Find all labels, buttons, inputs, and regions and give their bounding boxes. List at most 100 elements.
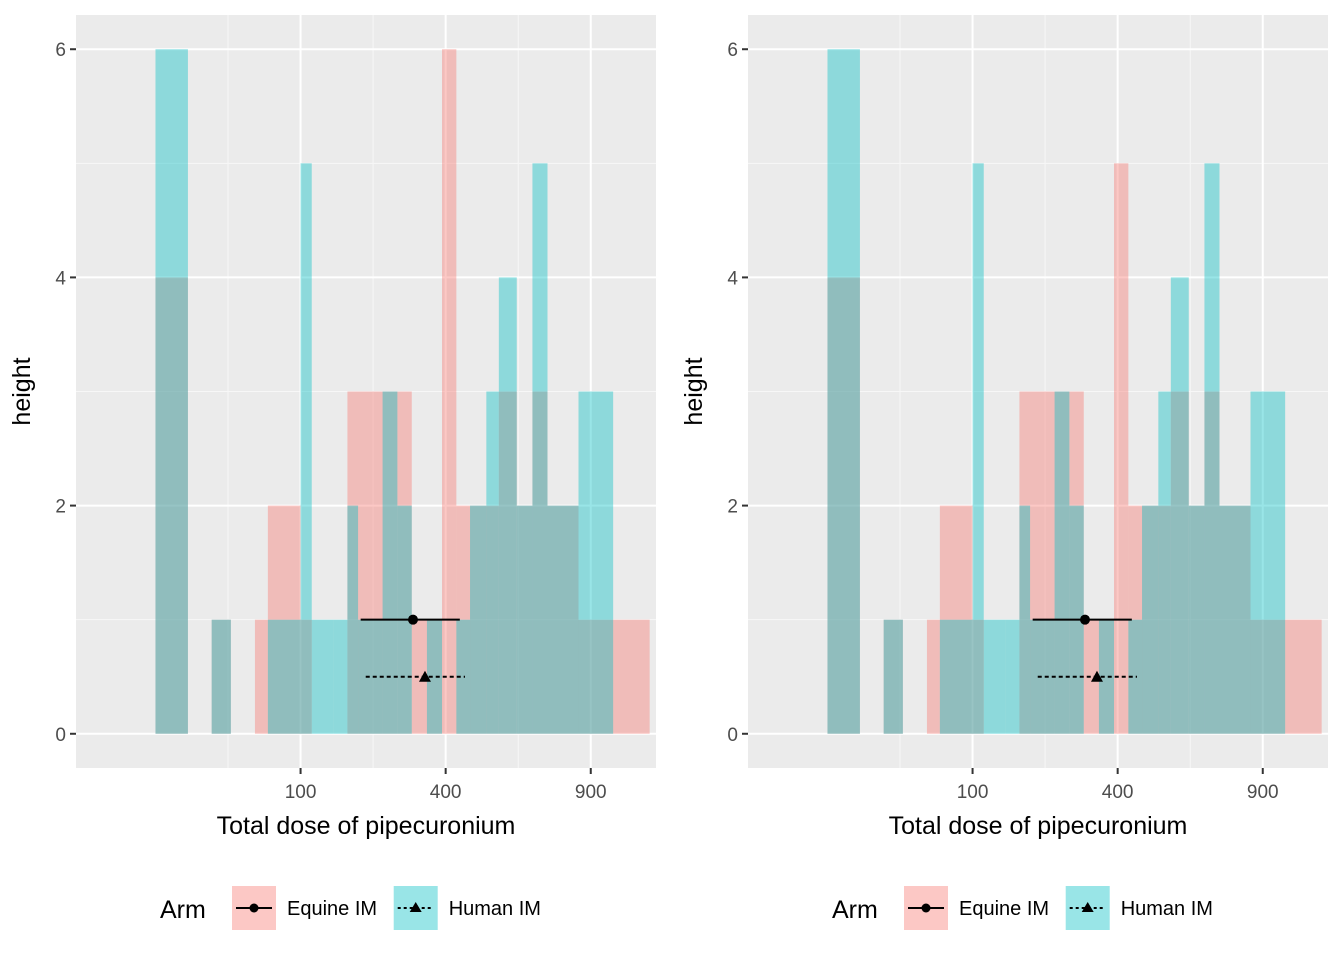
- histogram-bar: [382, 391, 398, 734]
- legend-key-triangle: [1081, 902, 1094, 912]
- histogram-bar: [300, 163, 312, 734]
- histogram-bar: [1285, 619, 1322, 734]
- series-equine-im: [155, 49, 650, 734]
- interval-point-triangle: [1090, 670, 1103, 682]
- histogram-bar: [498, 277, 517, 734]
- histogram-bar: [578, 619, 614, 734]
- series-human-im: [827, 49, 1286, 734]
- legend-item: Equine IM: [232, 886, 377, 930]
- histogram-bar: [1188, 505, 1205, 734]
- legend-item: Human IM: [393, 886, 541, 930]
- histogram-bar: [547, 505, 579, 734]
- histogram-bar: [1030, 619, 1055, 734]
- histogram-bar: [254, 619, 268, 734]
- histogram-bar: [972, 619, 984, 734]
- histogram-bar: [926, 619, 940, 734]
- histogram-bar: [498, 391, 517, 734]
- legend: Arm Equine IM Human IM: [832, 886, 1213, 930]
- histogram-bar: [1114, 163, 1129, 734]
- interval-human-im: [1037, 670, 1137, 682]
- legend-key-circle: [921, 903, 931, 913]
- x-tick-label: 900: [1247, 782, 1279, 803]
- y-tick-label: 6: [727, 40, 738, 61]
- y-tick-label: 6: [55, 40, 66, 61]
- y-tick-label: 0: [55, 725, 66, 746]
- histogram-bar: [1204, 391, 1220, 734]
- histogram-bar: [578, 391, 614, 734]
- histogram-bar: [397, 391, 412, 734]
- interval-equine-im: [360, 614, 460, 625]
- legend-item: Human IM: [1065, 886, 1213, 930]
- histogram-bar: [442, 49, 457, 734]
- histogram-bar: [486, 391, 499, 734]
- histogram-bar: [333, 619, 348, 734]
- interval-point-triangle: [418, 670, 431, 682]
- legend-title: Arm: [160, 896, 206, 924]
- histogram-bar: [1250, 391, 1286, 734]
- histogram-bar: [358, 619, 383, 734]
- histogram-bar: [1098, 619, 1115, 734]
- histogram-bar: [1098, 619, 1115, 734]
- histogram-bar: [516, 505, 533, 734]
- x-tick-label: 400: [430, 782, 462, 803]
- legend-label: Human IM: [1121, 898, 1213, 920]
- histogram-bar: [1005, 619, 1020, 734]
- chart-panel-right: 0 2 4 6 100 400 900 Total dose of pipecuronium h…: [680, 15, 1328, 930]
- histogram-bar: [983, 619, 1006, 734]
- histogram-bar: [547, 505, 579, 734]
- histogram-bar: [411, 619, 427, 734]
- chart-panel-left: 0 2 4 6 100 400 900 Total dose of pipecuronium h…: [8, 15, 656, 930]
- y-tick-label: 4: [55, 268, 66, 289]
- histogram-bar: [1054, 391, 1070, 734]
- y-axis-title: height: [680, 357, 708, 425]
- legend-item: Equine IM: [904, 886, 1049, 930]
- legend-label: Equine IM: [959, 898, 1049, 920]
- histogram-bar: [267, 619, 301, 734]
- histogram-bar: [347, 505, 359, 734]
- histogram-bar: [426, 619, 443, 734]
- histogram-bar: [1250, 619, 1286, 734]
- histogram-bar: [1142, 505, 1159, 734]
- legend-key-circle: [249, 903, 259, 913]
- legend-label: Human IM: [449, 898, 541, 920]
- y-axis-title: height: [8, 357, 36, 425]
- legend-key-triangle: [409, 902, 422, 912]
- interval-point-circle: [407, 614, 418, 625]
- histogram-bar: [516, 505, 533, 734]
- histogram-bar: [532, 163, 548, 734]
- histogram-bar: [939, 619, 973, 734]
- histogram-bar: [1219, 505, 1251, 734]
- interval-equine-im: [1032, 614, 1132, 625]
- histogram-bar: [1019, 505, 1031, 734]
- histogram-bar: [470, 505, 487, 734]
- legend-title: Arm: [832, 896, 878, 924]
- y-tick-label: 0: [727, 725, 738, 746]
- histogram-bar: [1128, 505, 1171, 734]
- histogram-bar: [1204, 163, 1220, 734]
- histogram-bar: [1158, 391, 1171, 734]
- histogram-bar: [613, 619, 650, 734]
- histogram-bar: [382, 391, 398, 734]
- histogram-bar: [456, 505, 499, 734]
- histogram-bar: [827, 277, 860, 734]
- x-tick-label: 100: [957, 782, 989, 803]
- x-axis-title: Total dose of pipecuronium: [889, 812, 1188, 840]
- histogram-bar: [1170, 277, 1189, 734]
- histogram-bar: [827, 49, 860, 734]
- histogram-bar: [456, 619, 471, 734]
- histogram-bar: [311, 619, 334, 734]
- interval-point-circle: [1079, 614, 1090, 625]
- x-tick-label: 900: [575, 782, 607, 803]
- x-axis-title: Total dose of pipecuronium: [217, 812, 516, 840]
- histogram-bar: [426, 619, 443, 734]
- histogram-bar: [883, 619, 903, 734]
- histogram-bar: [211, 619, 231, 734]
- histogram-bar: [155, 277, 188, 734]
- histogram-bar: [300, 619, 312, 734]
- histogram-bar: [1219, 505, 1251, 734]
- histogram-bar: [1170, 391, 1189, 734]
- y-tick-label: 4: [727, 268, 738, 289]
- x-tick-label: 400: [1102, 782, 1134, 803]
- histogram-bar: [211, 619, 231, 734]
